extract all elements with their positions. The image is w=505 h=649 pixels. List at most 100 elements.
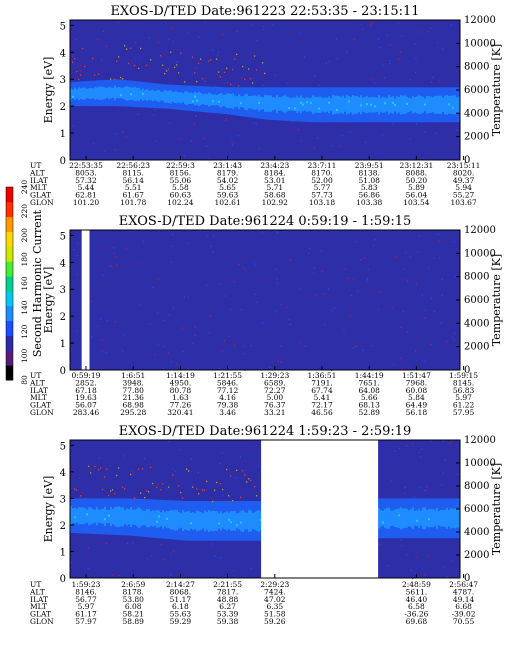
band-core [116, 87, 118, 98]
upper-speckle [182, 497, 184, 499]
band-core [150, 90, 152, 101]
noise-speck [195, 68, 197, 70]
band-core [390, 97, 392, 113]
noise-speck [206, 284, 208, 286]
band-core [374, 97, 376, 113]
band-core [144, 90, 146, 100]
noise-speck [71, 238, 73, 240]
band-core [176, 91, 178, 104]
noise-speck [313, 146, 315, 148]
y-tick-label: 3 [60, 75, 66, 86]
noise-speck [437, 540, 439, 542]
band-core [108, 86, 110, 100]
noise-speck [88, 547, 90, 549]
noise-speck [224, 302, 227, 304]
upper-speckle [76, 71, 78, 73]
noise-speck [455, 267, 457, 269]
table-cell: 102.92 [262, 198, 288, 207]
band-core [236, 513, 238, 529]
upper-speckle [118, 56, 120, 58]
band-core [238, 512, 240, 530]
band-core [96, 507, 98, 526]
noise-speck [241, 253, 244, 255]
y-axis-label: Energy [eV] [42, 267, 55, 334]
band-highlight [72, 95, 74, 98]
noise-speck [103, 282, 105, 284]
upper-speckle [138, 468, 140, 470]
noise-speck [448, 461, 450, 463]
band-core [132, 87, 134, 101]
noise-speck [138, 55, 140, 57]
table-cell: 8179. [217, 168, 238, 177]
colorbar-segment [6, 290, 13, 307]
noise-speck [227, 82, 229, 84]
band-core [84, 508, 86, 524]
noise-speck [347, 260, 349, 262]
noise-speck [219, 283, 221, 285]
noise-speck [430, 297, 433, 299]
noise-speck [78, 477, 80, 479]
upper-speckle [240, 496, 242, 498]
table-cell: 21.36 [122, 393, 144, 402]
table-cell: 5.97 [455, 393, 472, 402]
noise-speck [214, 555, 216, 557]
table-cell: 101.20 [73, 198, 99, 207]
noise-speck [251, 24, 253, 26]
table-cell: 103.18 [309, 198, 335, 207]
table-cell: 52.00 [311, 176, 333, 185]
noise-speck [386, 480, 388, 482]
noise-speck [203, 251, 205, 253]
noise-speck [331, 245, 333, 247]
table-cell: 56.83 [453, 386, 475, 395]
noise-speck [418, 453, 420, 456]
upper-speckle [246, 481, 248, 483]
noise-speck [372, 79, 374, 81]
noise-speck [110, 247, 112, 249]
upper-speckle [114, 78, 116, 80]
table-cell: 7651. [358, 378, 379, 387]
panel-2: EXOS-D/TED Date:961224 0:59:19 - 1:59:15… [29, 214, 503, 417]
noise-speck [221, 351, 224, 353]
band-core [170, 509, 172, 530]
upper-speckle [220, 76, 222, 78]
noise-speck [154, 270, 156, 272]
noise-speck [450, 24, 452, 26]
upper-speckle [116, 474, 118, 477]
y-tick-label: 4 [60, 48, 66, 59]
band-core [442, 510, 444, 527]
noise-speck [197, 472, 199, 474]
band-core [72, 89, 74, 99]
band-core [384, 97, 386, 113]
band-core [152, 510, 154, 527]
band-core [308, 98, 310, 112]
noise-speck [266, 366, 268, 368]
noise-speck [347, 277, 350, 279]
noise-speck [275, 230, 277, 232]
table-cell: 7424. [264, 587, 285, 596]
noise-speck [425, 489, 427, 491]
noise-speck [286, 307, 288, 309]
noise-speck [150, 294, 152, 297]
y2-tick-label: 4000 [464, 318, 489, 329]
table-cell: 8088. [406, 168, 427, 177]
noise-speck [232, 50, 235, 52]
noise-speck [256, 40, 258, 42]
band-core [242, 510, 244, 532]
noise-speck [102, 30, 105, 33]
noise-speck [411, 551, 414, 554]
table-cell: 77.12 [217, 386, 239, 395]
band-highlight [240, 521, 242, 524]
noise-speck [97, 39, 99, 41]
noise-speck [123, 455, 125, 457]
band-core [354, 95, 356, 114]
noise-speck [436, 42, 439, 44]
upper-speckle [216, 58, 218, 60]
noise-speck [250, 345, 252, 347]
noise-speck [221, 452, 223, 454]
band-core [436, 95, 438, 114]
band-core [252, 95, 254, 110]
band-core [296, 95, 298, 113]
noise-speck [288, 32, 290, 34]
noise-speck [157, 312, 159, 314]
band-core [124, 86, 126, 100]
